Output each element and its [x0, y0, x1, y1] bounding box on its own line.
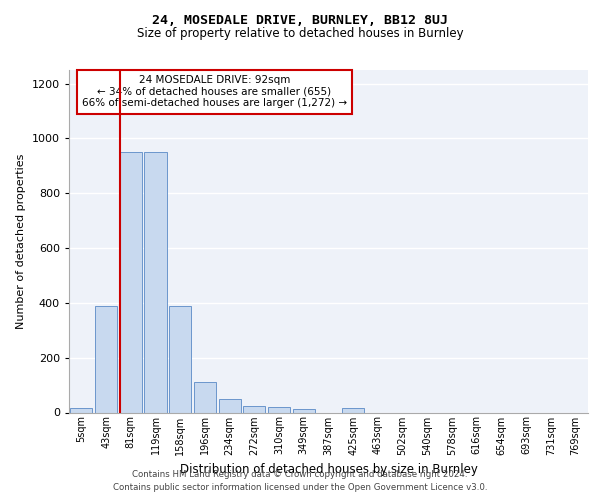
Text: 24 MOSEDALE DRIVE: 92sqm
← 34% of detached houses are smaller (655)
66% of semi-: 24 MOSEDALE DRIVE: 92sqm ← 34% of detach…: [82, 75, 347, 108]
Bar: [342, 408, 364, 412]
Bar: [70, 408, 92, 412]
Bar: [293, 409, 315, 412]
Bar: [243, 406, 265, 412]
Bar: [218, 399, 241, 412]
X-axis label: Distribution of detached houses by size in Burnley: Distribution of detached houses by size …: [179, 463, 478, 476]
Bar: [145, 152, 167, 412]
Text: Contains public sector information licensed under the Open Government Licence v3: Contains public sector information licen…: [113, 482, 487, 492]
Y-axis label: Number of detached properties: Number of detached properties: [16, 154, 26, 329]
Bar: [268, 407, 290, 412]
Text: Contains HM Land Registry data © Crown copyright and database right 2024.: Contains HM Land Registry data © Crown c…: [132, 470, 468, 479]
Bar: [194, 382, 216, 412]
Bar: [95, 306, 117, 412]
Text: 24, MOSEDALE DRIVE, BURNLEY, BB12 8UJ: 24, MOSEDALE DRIVE, BURNLEY, BB12 8UJ: [152, 14, 448, 27]
Bar: [169, 306, 191, 412]
Bar: [119, 152, 142, 412]
Text: Size of property relative to detached houses in Burnley: Size of property relative to detached ho…: [137, 28, 463, 40]
